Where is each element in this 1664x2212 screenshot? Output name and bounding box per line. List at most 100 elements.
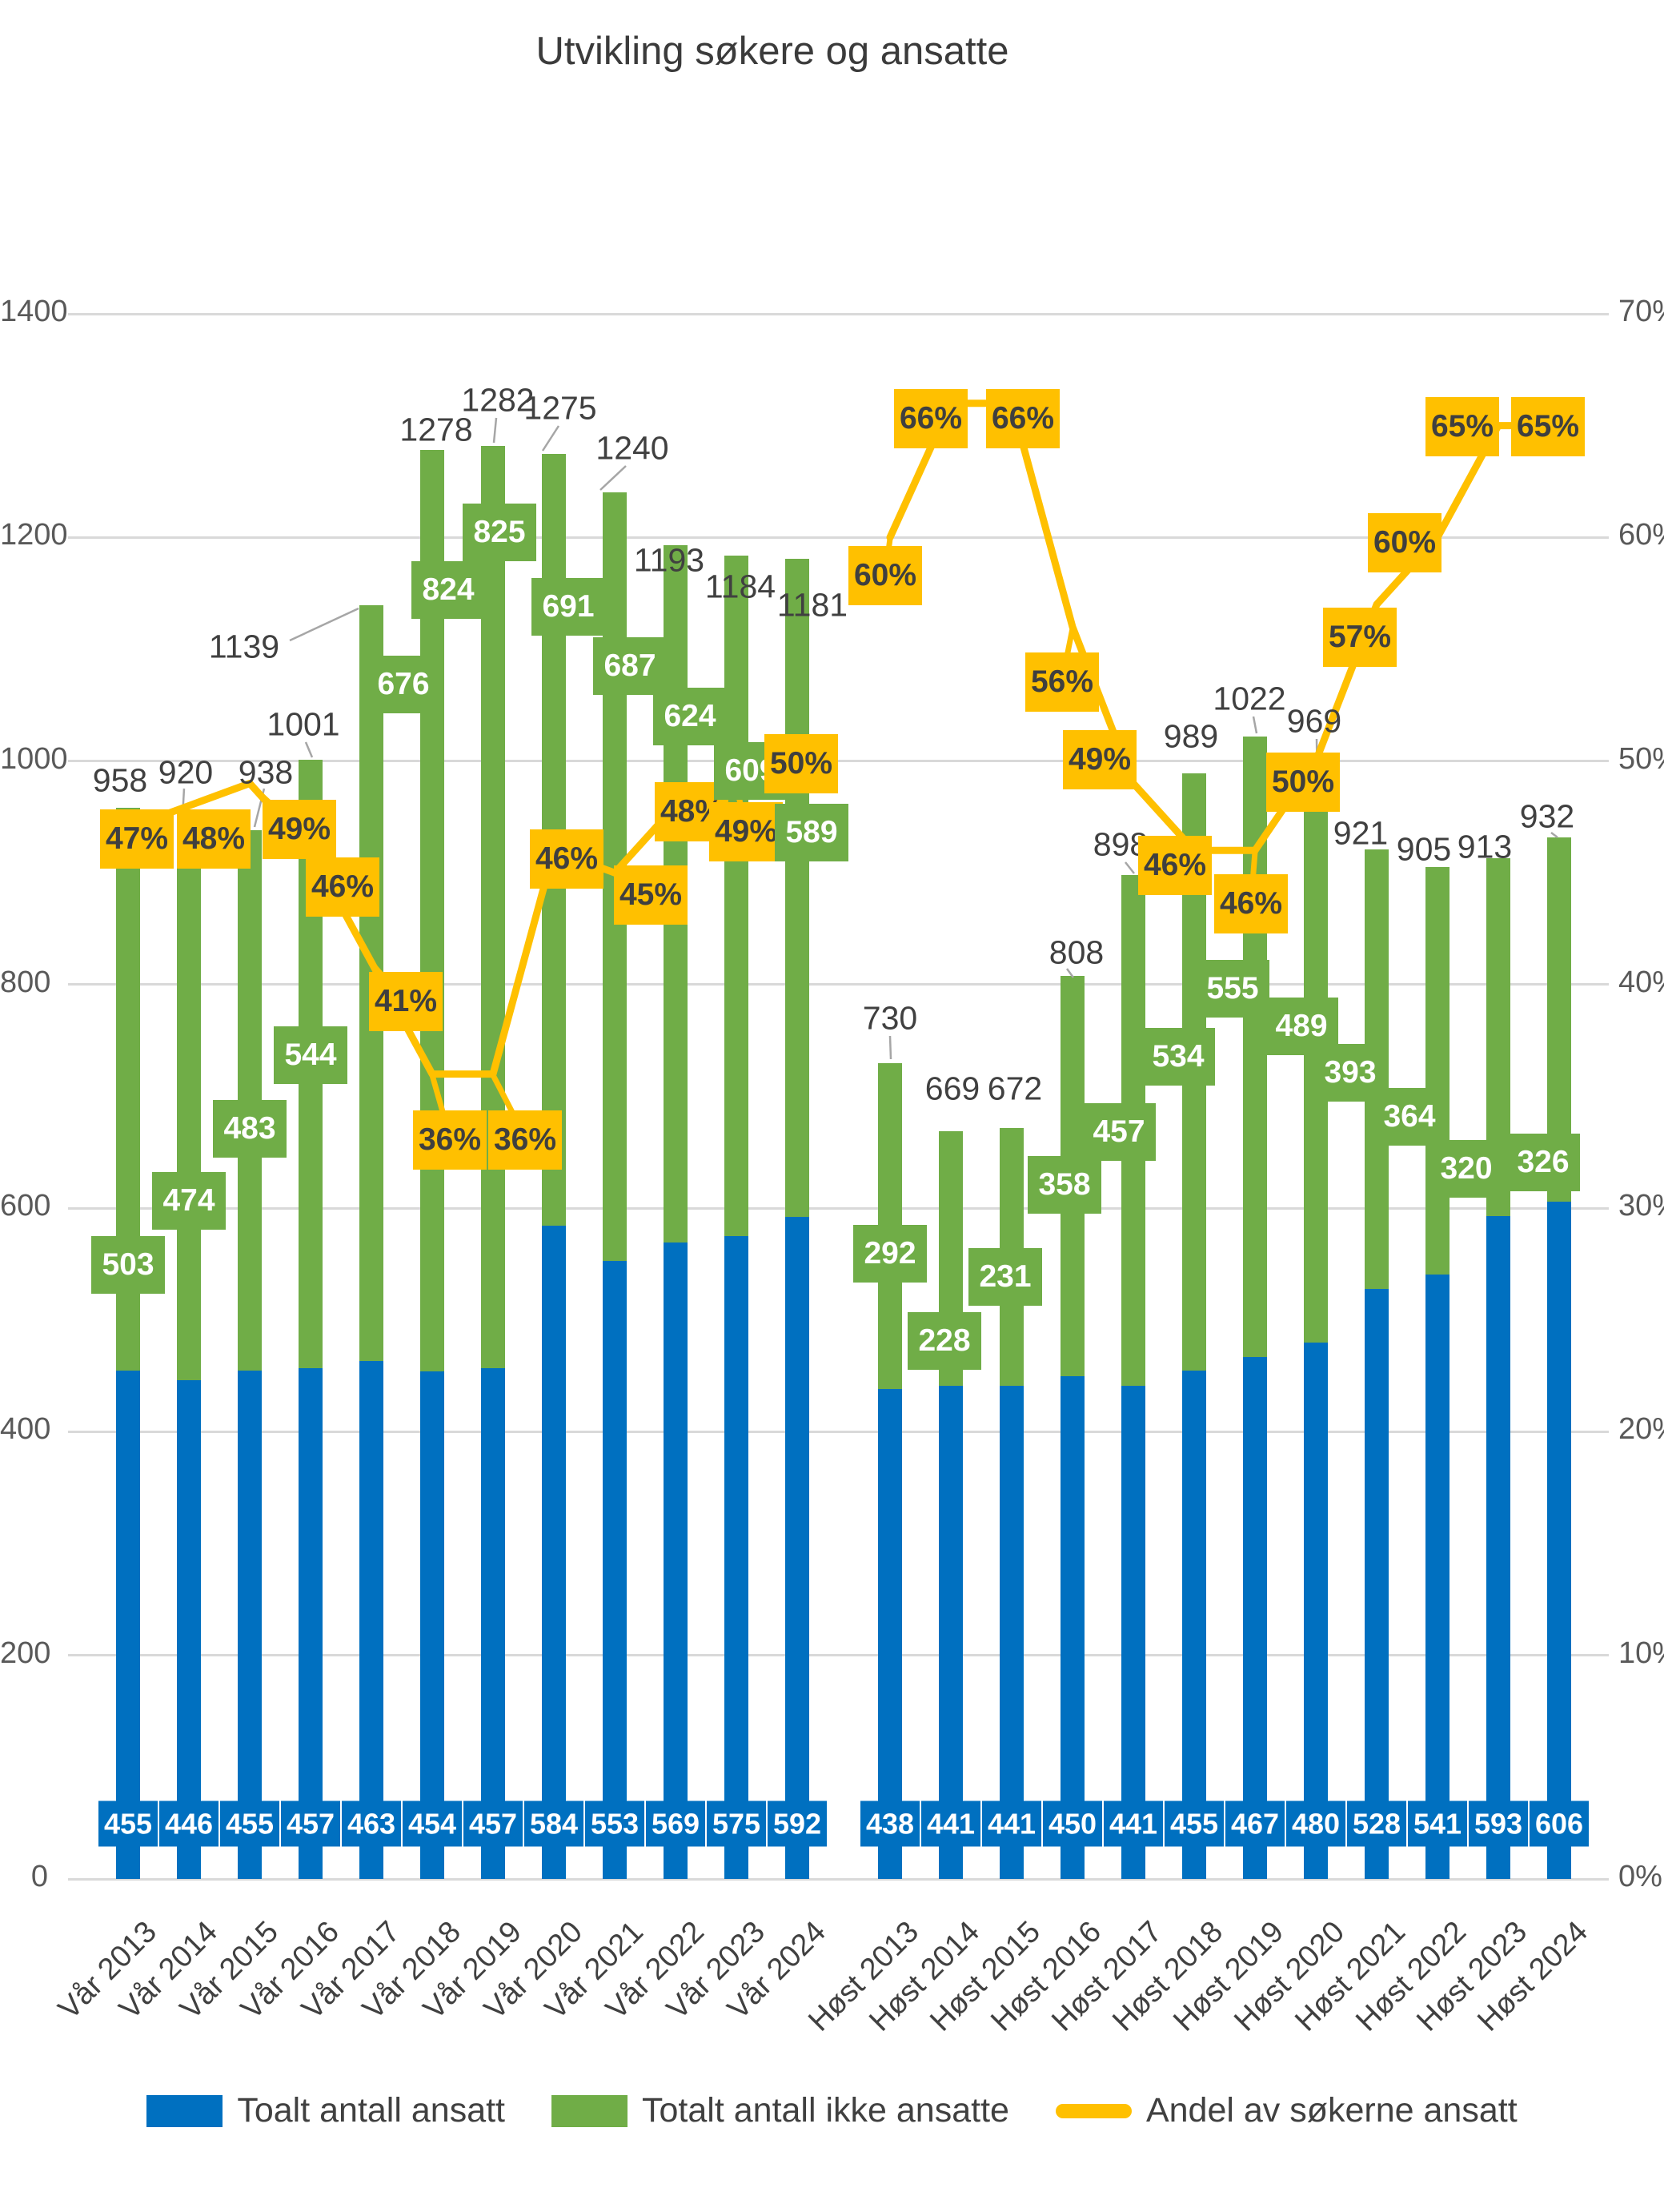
andel-label-vår-2019: 36% (488, 1110, 562, 1170)
ansatt-label-høst-2018: 455 (1165, 1801, 1224, 1847)
total-label-vår-2019: 1282 (461, 381, 535, 419)
andel-label-vår-2023: 49% (709, 801, 783, 861)
y-axis-left-tick: 0 (30, 1860, 48, 1893)
andel-label-høst-2021: 57% (1323, 608, 1397, 668)
legend-item-ikke-ansatt: Totalt antall ikke ansatte (551, 2091, 1009, 2130)
ikke-ansatt-label-vår-2020: 691 (531, 578, 605, 636)
total-label-vår-2018: 1278 (399, 411, 473, 448)
total-label-høst-2018: 989 (1163, 717, 1219, 755)
bar-ansatt-høst-2015 (1000, 1386, 1024, 1879)
legend-label-andel: Andel av søkerne ansatt (1145, 2091, 1518, 2130)
andel-label-høst-2019: 46% (1214, 874, 1288, 934)
ansatt-label-vår-2021: 553 (585, 1801, 644, 1847)
ansatt-label-høst-2024: 606 (1530, 1801, 1589, 1847)
total-label-høst-2015: 672 (987, 1070, 1043, 1107)
total-label-vår-2021: 1240 (595, 429, 669, 467)
bar-ansatt-høst-2013 (878, 1389, 902, 1879)
legend-swatch-ikke-ansatt-icon (551, 2094, 628, 2127)
y-axis-right-tick: 70% (1618, 295, 1664, 328)
ansatt-label-høst-2017: 441 (1104, 1801, 1163, 1847)
bar-ansatt-vår-2014 (177, 1380, 201, 1879)
andel-label-høst-2013: 60% (848, 546, 922, 606)
andel-label-høst-2018: 46% (1138, 836, 1212, 896)
label-leader-line (1065, 968, 1075, 978)
bar-ikke-ansatt-høst-2022 (1425, 867, 1449, 1275)
gridline (68, 1206, 1609, 1210)
bar-ansatt-vår-2018 (420, 1371, 444, 1879)
gridline (68, 1877, 1609, 1881)
label-leader-line (492, 417, 498, 444)
legend-label-ikke-ansatt: Totalt antall ikke ansatte (642, 2091, 1009, 2130)
bar-ansatt-høst-2014 (939, 1386, 963, 1879)
bar-ansatt-vår-2021 (603, 1260, 627, 1879)
bar-ansatt-vår-2016 (299, 1367, 323, 1879)
ikke-ansatt-label-høst-2022: 364 (1373, 1088, 1446, 1146)
bar-ansatt-vår-2013 (116, 1370, 140, 1879)
total-label-vår-2015: 938 (238, 753, 294, 791)
bar-ansatt-vår-2017 (359, 1361, 383, 1879)
bar-ansatt-høst-2017 (1121, 1386, 1145, 1879)
ansatt-label-vår-2015: 455 (220, 1801, 279, 1847)
ikke-ansatt-label-vår-2024: 589 (775, 804, 848, 861)
total-label-vår-2020: 1275 (523, 389, 597, 427)
andel-label-vår-2014: 48% (177, 809, 251, 869)
ansatt-label-høst-2019: 467 (1225, 1801, 1285, 1847)
total-label-høst-2023: 913 (1457, 828, 1513, 865)
y-axis-right-tick: 40% (1618, 965, 1664, 999)
legend-swatch-ansatt-icon (146, 2094, 223, 2127)
total-label-vår-2024: 1181 (776, 586, 848, 624)
ikke-ansatt-label-vår-2015: 483 (213, 1100, 287, 1158)
bar-ansatt-høst-2023 (1486, 1215, 1510, 1879)
ansatt-label-vår-2020: 584 (524, 1801, 583, 1847)
ansatt-label-høst-2016: 450 (1043, 1801, 1102, 1847)
y-axis-right-tick: 0% (1618, 1860, 1662, 1893)
ikke-ansatt-label-høst-2024: 326 (1506, 1134, 1580, 1191)
andel-label-høst-2015: 66% (986, 388, 1060, 448)
ansatt-label-høst-2015: 441 (982, 1801, 1041, 1847)
y-axis-right-tick: 20% (1618, 1412, 1664, 1447)
ikke-ansatt-label-høst-2016: 358 (1028, 1156, 1101, 1214)
ansatt-label-vår-2016: 457 (281, 1801, 340, 1847)
andel-label-vår-2015: 49% (263, 799, 336, 859)
andel-label-vår-2024: 50% (764, 733, 838, 793)
ansatt-label-vår-2023: 575 (707, 1801, 766, 1847)
total-label-høst-2020: 969 (1286, 702, 1342, 740)
bar-ansatt-høst-2024 (1547, 1201, 1571, 1879)
ansatt-label-vår-2017: 463 (342, 1801, 401, 1847)
bar-ansatt-høst-2020 (1304, 1342, 1328, 1879)
total-label-høst-2016: 808 (1049, 933, 1105, 971)
ikke-ansatt-label-høst-2014: 228 (908, 1312, 981, 1370)
ikke-ansatt-label-vår-2022: 624 (653, 688, 727, 745)
label-leader-line (1252, 716, 1258, 734)
label-leader-line (1550, 832, 1558, 838)
y-axis-left-tick: 800 (0, 965, 51, 999)
total-label-vår-2017: 1139 (208, 628, 280, 665)
total-label-vår-2013: 958 (92, 761, 148, 799)
bar-ansatt-høst-2018 (1182, 1370, 1206, 1879)
y-axis-left-tick: 200 (0, 1636, 51, 1670)
ikke-ansatt-label-vår-2014: 474 (152, 1172, 226, 1230)
total-label-vår-2014: 920 (158, 753, 214, 791)
bar-ansatt-vår-2020 (542, 1226, 566, 1879)
ikke-ansatt-label-høst-2018: 534 (1141, 1028, 1215, 1086)
legend-label-ansatt: Toalt antall ansatt (237, 2091, 506, 2130)
label-leader-line (1125, 861, 1135, 874)
ansatt-label-høst-2020: 480 (1286, 1801, 1345, 1847)
total-label-høst-2021: 921 (1333, 814, 1389, 852)
legend-swatch-andel-icon (1055, 2103, 1132, 2118)
y-axis-right-tick: 50% (1618, 741, 1664, 776)
ansatt-label-vår-2024: 592 (768, 1801, 827, 1847)
legend-item-ansatt: Toalt antall ansatt (146, 2091, 505, 2130)
bar-ikke-ansatt-vår-2023 (724, 555, 748, 1237)
andel-label-vår-2017: 41% (369, 971, 443, 1031)
ansatt-label-høst-2022: 541 (1408, 1801, 1467, 1847)
label-leader-line (304, 741, 314, 758)
label-leader-line (888, 1035, 892, 1060)
ikke-ansatt-label-vår-2021: 687 (593, 637, 667, 695)
andel-label-vår-2018: 36% (413, 1110, 487, 1170)
bar-ansatt-høst-2019 (1243, 1356, 1267, 1879)
ikke-ansatt-label-høst-2023: 320 (1429, 1140, 1503, 1198)
bar-ansatt-vår-2024 (785, 1217, 809, 1879)
total-label-vår-2023: 1184 (704, 568, 776, 605)
